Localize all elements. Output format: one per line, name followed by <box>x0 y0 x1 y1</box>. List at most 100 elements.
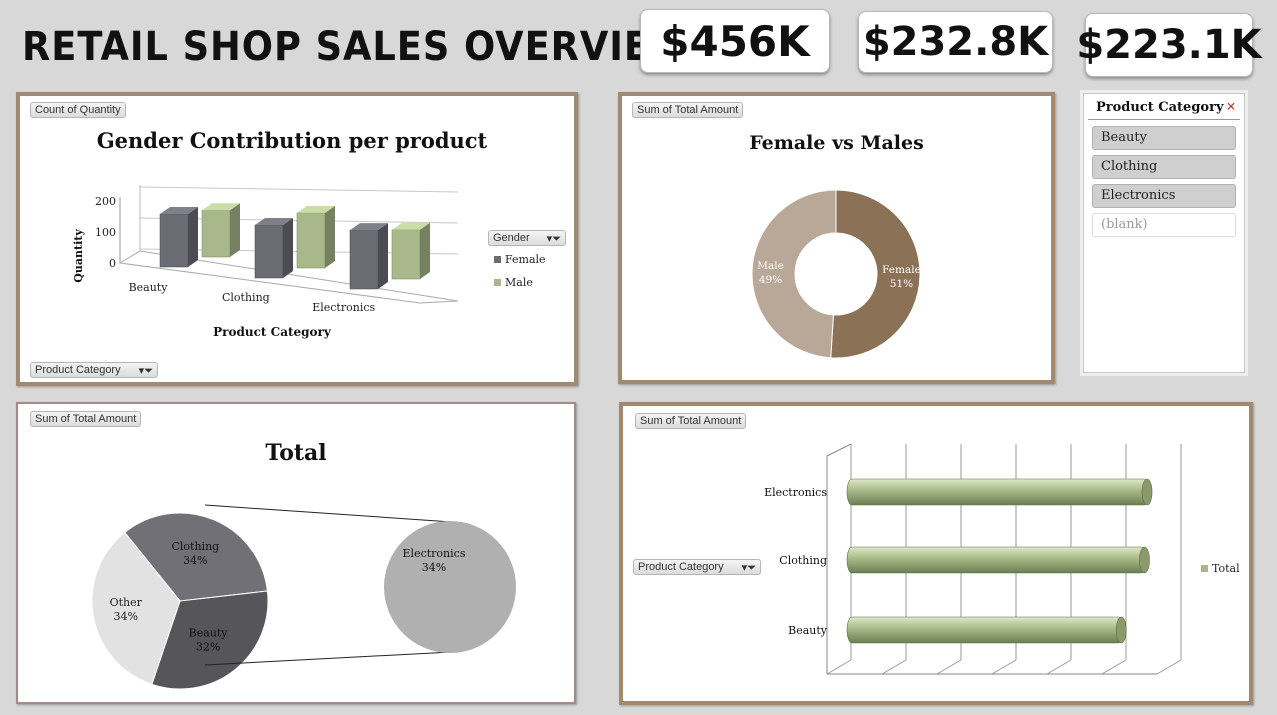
slicer-header: Product Category ⨯ <box>1088 94 1240 120</box>
pie-slice-other <box>91 531 181 685</box>
y-tick-label: Clothing <box>779 554 827 567</box>
filter-icon: ▾⏷ <box>546 233 561 245</box>
filter-icon: ▾⏷ <box>138 365 153 377</box>
x-axis-label: Product Category <box>213 325 332 339</box>
pie-field-button[interactable]: Sum of Total Amount <box>30 411 142 427</box>
bar-side <box>325 205 335 268</box>
bar-cap <box>1115 616 1127 644</box>
bar-beauty-female <box>159 206 198 268</box>
gridline-floor <box>1101 659 1127 675</box>
connector-line <box>204 651 453 666</box>
kpi-female-sales: $232.8K <box>858 11 1053 73</box>
gender-donut-panel: Sum of Total Amount Female vs Males Fema… <box>618 92 1055 384</box>
bar-body <box>846 616 1124 644</box>
gender-legend-label: Gender <box>493 232 530 244</box>
bar-cap <box>1141 478 1153 506</box>
bar-top <box>202 203 240 211</box>
gender-chart-title: Gender Contribution per product <box>96 128 488 153</box>
donut-slice-male <box>751 189 837 359</box>
bar-side <box>283 217 293 278</box>
gridline-floor <box>881 659 907 675</box>
bar-top <box>350 223 388 231</box>
bar-beauty-male <box>201 203 240 258</box>
x-tick-label: Beauty <box>129 281 169 294</box>
product-category-filter-button[interactable]: Product Category ▾⏷ <box>30 362 158 378</box>
gender-legend-filter-button[interactable]: Gender ▾⏷ <box>488 230 566 246</box>
bar-top <box>392 222 430 230</box>
pie-slice-beauty <box>151 590 269 690</box>
bar-category-filter-button[interactable]: Product Category ▾⏷ <box>633 559 761 575</box>
slicer-item-clothing[interactable]: Clothing <box>1092 155 1236 179</box>
bar-side <box>230 203 240 257</box>
gender-chart-panel: Count of Quantity Gender Contribution pe… <box>16 92 578 386</box>
bar-front <box>201 209 231 258</box>
x-tick-label: Clothing <box>222 291 270 304</box>
bar-clothing-female <box>254 217 293 279</box>
pie-chart-title: Total <box>265 440 327 466</box>
bar-legend: Total <box>1201 562 1240 575</box>
legend-swatch-total <box>1201 565 1208 572</box>
clear-filter-icon[interactable]: ⨯ <box>1225 99 1236 113</box>
donut-label-pct: 49% <box>759 274 782 286</box>
bar-body <box>846 546 1147 574</box>
bar-top <box>160 206 198 214</box>
bar-side <box>378 223 388 289</box>
bar-top <box>255 217 293 225</box>
donut-label-name: Female <box>882 264 921 276</box>
slicer-item-electronics[interactable]: Electronics <box>1092 184 1236 208</box>
total-pie-panel: Sum of Total Amount Total Clothing 34% Bea… <box>16 402 576 704</box>
axis-edge <box>826 443 852 457</box>
bar-front <box>296 212 326 269</box>
pie-slice-electronics <box>384 521 516 653</box>
donut-field-button[interactable]: Sum of Total Amount <box>632 102 744 118</box>
pie-label-name: Beauty <box>189 627 229 640</box>
slicer-title: Product Category <box>1096 100 1224 115</box>
y-tick-label: Electronics <box>764 486 827 499</box>
bar-side <box>420 222 430 279</box>
connector-line <box>204 504 453 523</box>
gridline-floor <box>826 659 852 675</box>
gridline-floor <box>1046 659 1072 675</box>
bar-top <box>297 205 335 213</box>
y-tick-label: 200 <box>95 195 116 208</box>
bar-chart-svg: Electronics Clothing Beauty <box>764 443 1182 675</box>
bar-body <box>846 478 1150 506</box>
donut-label-name: Male <box>757 260 784 272</box>
legend-label-male: Male <box>505 276 533 289</box>
bar-side <box>188 206 198 267</box>
pie-label-name: Other <box>110 596 143 609</box>
bar-cap <box>1139 546 1150 574</box>
kpi-male-sales: $223.1K <box>1076 13 1262 77</box>
pie-label-pct: 32% <box>196 641 220 654</box>
gridline-floor <box>991 659 1017 675</box>
pie-label-pct: 34% <box>422 561 446 574</box>
gridline-floor <box>1156 659 1182 675</box>
bar-electronics <box>846 478 1153 506</box>
legend-swatch-male <box>494 279 501 286</box>
legend-swatch-female <box>494 256 501 263</box>
pie-label-pct: 34% <box>183 554 207 567</box>
donut-chart-svg: Female 51% Male 49% <box>751 189 921 359</box>
slicer-item-blank[interactable]: (blank) <box>1092 213 1236 237</box>
bar-field-button[interactable]: Sum of Total Amount <box>635 413 747 429</box>
gridline-floor <box>936 659 962 675</box>
gender-chart-svg: 0 100 200 Beauty Clothing Electronics Quanti… <box>72 185 459 339</box>
legend-female: Female <box>494 253 546 266</box>
donut-label-pct: 51% <box>890 278 913 290</box>
pie-chart-svg: Clothing34%Beauty32%Other34%Electronics3… <box>91 504 516 690</box>
legend-label-total: Total <box>1212 562 1240 575</box>
donut-chart-title: Female vs Males <box>749 132 924 154</box>
gridline <box>139 186 459 193</box>
pie-label-name: Electronics <box>403 547 466 560</box>
count-quantity-field-button[interactable]: Count of Quantity <box>30 102 126 118</box>
bar-clothing-male <box>296 205 335 269</box>
product-category-filter-label: Product Category <box>35 364 121 376</box>
bar-clothing <box>846 546 1150 574</box>
y-tick-label: 0 <box>109 257 116 270</box>
bar-front <box>159 213 189 268</box>
slicer-item-beauty[interactable]: Beauty <box>1092 126 1236 150</box>
pie-label-name: Clothing <box>171 540 219 553</box>
y-tick-label: 100 <box>95 226 116 239</box>
donut-slice-female <box>830 189 921 359</box>
product-category-slicer: Product Category ⨯ Beauty Clothing Elect… <box>1083 93 1245 373</box>
